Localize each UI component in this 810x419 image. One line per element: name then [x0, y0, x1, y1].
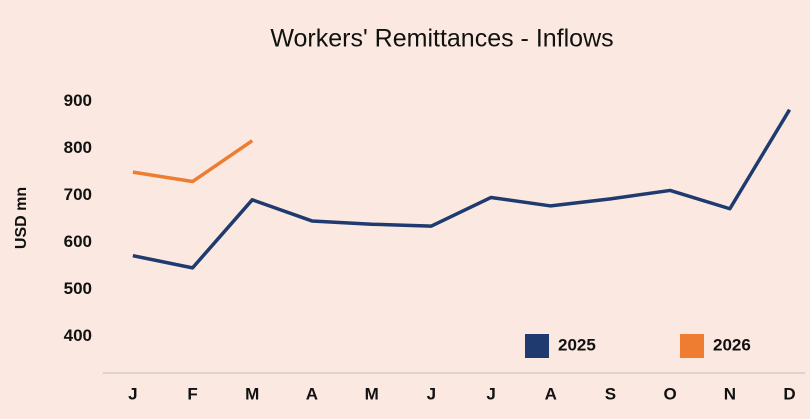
x-tick-label: M — [365, 384, 379, 403]
x-tick-label: N — [724, 384, 736, 403]
y-tick-label: 500 — [64, 279, 92, 298]
line — [132, 139, 254, 184]
x-tick-label: J — [427, 384, 436, 403]
y-axis-label: USD mn — [13, 187, 30, 249]
y-tick-label: 400 — [64, 326, 92, 345]
x-tick-label: S — [605, 384, 616, 403]
y-tick-label: 600 — [64, 232, 92, 251]
x-tick-label: F — [187, 384, 197, 403]
y-tick-label: 900 — [64, 91, 92, 110]
x-tick-label: A — [545, 384, 557, 403]
legend-swatch — [680, 334, 704, 358]
y-tick-label: 700 — [64, 185, 92, 204]
legend-label: 2026 — [713, 335, 751, 354]
x-tick-label: O — [664, 384, 677, 403]
legend-swatch — [525, 334, 549, 358]
x-tick-label: J — [486, 384, 495, 403]
x-tick-label: M — [245, 384, 259, 403]
x-tick-label: D — [783, 384, 795, 403]
chart-title: Workers' Remittances - Inflows — [270, 25, 613, 53]
y-tick-label: 800 — [64, 138, 92, 157]
line — [132, 108, 792, 270]
x-tick-label: J — [128, 384, 137, 403]
x-tick-label: A — [306, 384, 318, 403]
legend-label: 2025 — [558, 335, 596, 354]
